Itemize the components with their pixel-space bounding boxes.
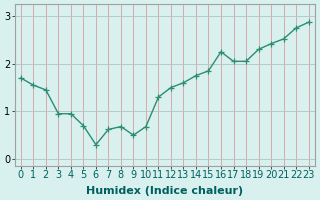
- X-axis label: Humidex (Indice chaleur): Humidex (Indice chaleur): [86, 186, 243, 196]
